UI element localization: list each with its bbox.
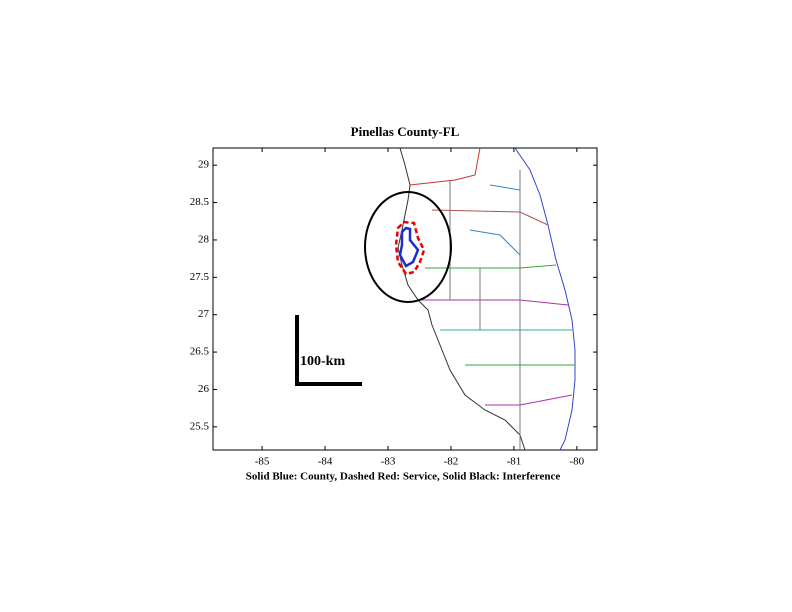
y-tick-label: 25.5: [190, 420, 210, 432]
x-tick-label: -82: [444, 456, 459, 468]
county-line: [431, 209, 549, 226]
east-coast: [514, 147, 576, 451]
service-contour: [394, 220, 426, 276]
y-tick-label: 28: [198, 233, 210, 245]
x-tick-label: -80: [570, 456, 585, 468]
map-title: Pinellas County-FL: [351, 124, 460, 139]
y-tick-label: 29: [198, 159, 210, 171]
y-tick-label: 28.5: [190, 196, 210, 208]
interference-contour: [364, 191, 452, 303]
y-tick-label: 26: [198, 383, 210, 395]
x-tick-label: -83: [381, 456, 396, 468]
county-line: [418, 299, 569, 306]
y-tick-label: 27: [198, 308, 210, 320]
x-axis-label: Solid Blue: County, Dashed Red: Service,…: [246, 471, 561, 483]
plot-frame: [212, 147, 598, 451]
x-tick-label: -84: [318, 456, 333, 468]
county-line: [409, 147, 481, 186]
y-tick-label: 26.5: [190, 346, 210, 358]
scale-label: 100-km: [300, 354, 345, 369]
county-outline: [398, 226, 420, 268]
county-borders: [397, 147, 576, 451]
county-line: [425, 264, 557, 269]
x-tick-label: -81: [507, 456, 522, 468]
x-tick-label: -85: [255, 456, 270, 468]
county-line: [469, 184, 521, 256]
y-tick-label: 27.5: [190, 271, 210, 283]
scale-bar: [295, 315, 362, 386]
county-line: [485, 394, 573, 406]
